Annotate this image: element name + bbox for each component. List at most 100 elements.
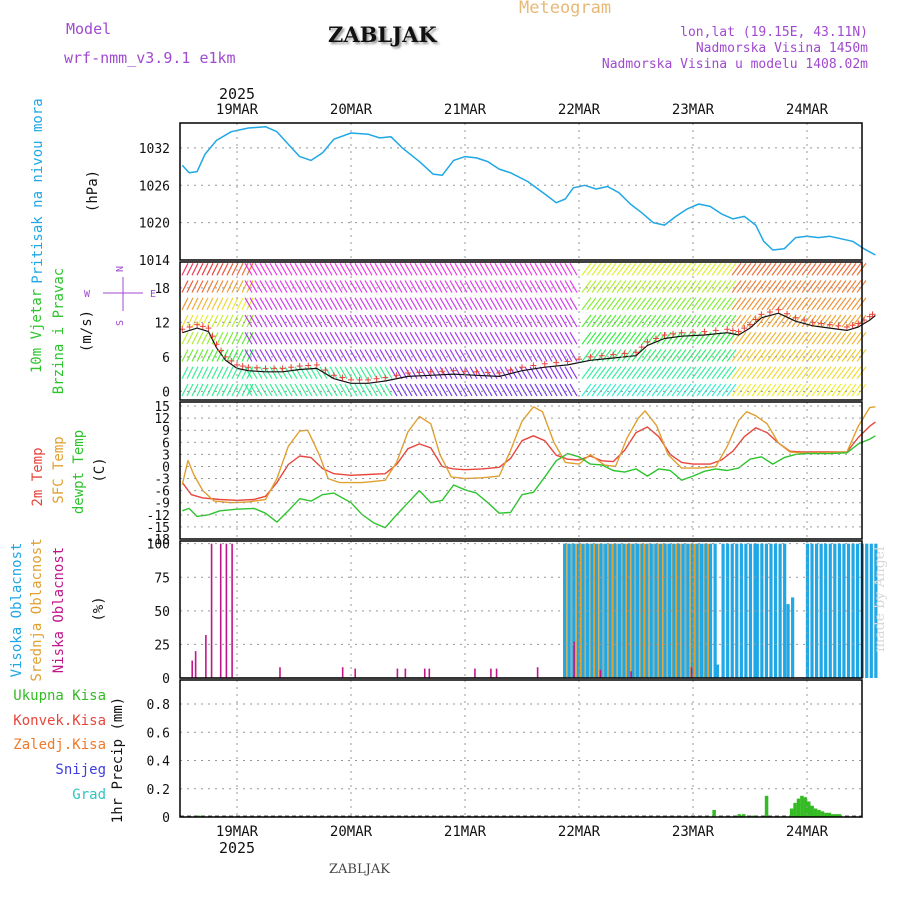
wind-barb [289,331,298,345]
wind-barb [409,331,418,345]
wind-barb [499,314,508,328]
wind-barb [731,314,742,328]
temperature-grid [179,401,863,540]
wind-barb [479,331,488,345]
wind-barb [314,383,323,397]
wind-barb [324,297,333,311]
wind-barb [474,314,483,328]
temp-2m-line [181,421,876,501]
wind-barb [591,366,602,380]
wind-barb [831,331,842,345]
wind-barb [534,349,543,362]
precip-legend-0: Ukupna Kisa [13,688,106,704]
wind-barb [696,262,707,276]
wind-barb [259,349,268,362]
wind-barb [519,366,528,380]
wind-barb [259,366,268,380]
wind-barb [191,383,199,397]
station-title: ZABLJAK [328,22,437,47]
wind-barb [324,383,333,397]
wind-barb [459,262,468,276]
wind-barb [309,331,318,345]
wind-barb [221,280,229,293]
wind-barb [489,297,498,311]
wind-barb [394,366,403,380]
wind-barb [314,262,323,276]
wind-barb [811,366,822,380]
wind-barb [289,349,298,362]
wind-barb [201,297,209,311]
pressure-frame [179,122,863,261]
wind-barb [504,331,513,345]
wind-barb [274,349,283,362]
wind-barb [646,280,657,293]
model-elevation-text: Nadmorska Visina u modelu 1408.02m [601,57,868,72]
wind-barb [544,349,553,362]
wind-barb [746,280,757,293]
wind-barb [231,280,239,293]
wind-barb [731,349,742,362]
wind-barb [711,331,722,345]
wind-barb [181,297,189,311]
wind-barb [454,349,463,362]
wind-barb [439,331,448,345]
wind-barb [716,262,727,276]
wind-barb [826,280,837,293]
wind-barb [746,349,757,362]
wind-barb [439,383,448,397]
wind-barb [826,314,837,328]
wind-barb [539,349,548,362]
pressure-line [181,125,876,256]
wind-barb [706,383,717,397]
wind-barb [479,366,488,380]
wind-barb [434,314,443,328]
wind-barb [249,383,258,397]
wind-barb [349,314,358,328]
wind-barb [329,314,338,328]
wind-barb [236,383,244,397]
high-cloud-bar [833,543,837,678]
wind-barb [484,349,493,362]
wind-barb [424,331,433,345]
wind-barb [821,262,832,276]
wind-barb [671,383,682,397]
wind-barb [781,349,792,362]
wind-barb [186,366,194,380]
wind-barb [681,314,692,328]
wind-barb [686,297,697,311]
wind-barb [186,314,194,328]
wind-barb [831,262,842,276]
wind-barb [586,262,597,276]
wind-barb [419,331,428,345]
wind-barb [776,314,787,328]
low-cloud-bar [354,668,357,678]
wind-barb [359,331,368,345]
wind-barb [191,366,199,380]
pressure-axis-title: Pritisak na nivou mora [30,98,46,283]
wind-barb [309,349,318,362]
temperature-ytick-label: 9 [162,424,170,439]
wind-barb [279,349,288,362]
wind-barb [499,297,508,311]
wind-barb [449,349,458,362]
wind-barb [851,349,862,362]
wind-barb [404,297,413,311]
wind-barb [191,262,199,276]
wind-barb [696,366,707,380]
wind-barb [494,280,503,293]
wind-barb [601,331,612,345]
wind-barb [621,383,632,397]
wind-barb [399,314,408,328]
wind-barb [464,349,473,362]
wind-barb [611,331,622,345]
wind-barb [691,297,702,311]
wind-barb [826,366,837,380]
wind-barb [671,366,682,380]
wind-barb [781,314,792,328]
wind-barb [324,331,333,345]
wind-barb [539,331,548,345]
wind-barb [601,262,612,276]
wind-barb [514,314,523,328]
wind-barb [414,280,423,293]
precip-legend-1: Konvek.Kisa [13,713,106,729]
